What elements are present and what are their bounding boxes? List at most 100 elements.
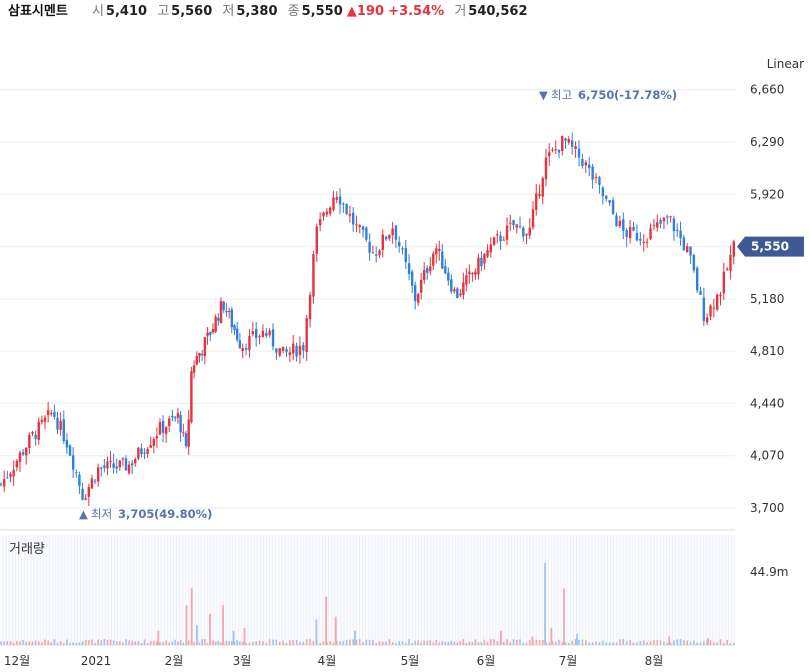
volume-bar — [159, 642, 161, 645]
volume-bar — [726, 639, 728, 645]
candle-body — [0, 483, 3, 485]
volume-bar — [292, 640, 295, 645]
volume-bar — [429, 639, 432, 645]
candle-body — [332, 197, 335, 210]
candle-body — [275, 348, 278, 353]
candle-body — [618, 220, 622, 227]
volume-bar — [305, 639, 308, 645]
current-price-label: 5,550 — [751, 240, 789, 254]
volume-bar — [56, 642, 59, 645]
volume-bar — [125, 639, 127, 645]
volume-bar — [408, 639, 410, 645]
volume-bar — [558, 639, 560, 645]
volume-bar — [193, 642, 195, 645]
candle-body — [719, 294, 722, 297]
low-annotation: ▲ 최저 3,705 (49.80%) — [79, 507, 212, 521]
candle-body — [557, 149, 561, 153]
volume-bar — [716, 642, 718, 645]
candle-body — [531, 209, 535, 228]
candle-body — [489, 244, 492, 253]
volume-bar — [241, 641, 244, 645]
volume-bar — [723, 642, 725, 645]
volume-bar — [140, 642, 143, 645]
candle-body — [394, 225, 398, 240]
candle-body — [118, 460, 122, 468]
volume-bar — [663, 641, 665, 645]
candle-body — [149, 445, 152, 448]
volume-bar — [729, 642, 732, 645]
candle-body — [227, 310, 231, 312]
candle-body — [465, 275, 468, 285]
candle-body — [192, 365, 196, 373]
volume-bar — [59, 641, 62, 645]
volume-bar — [368, 639, 371, 645]
volume-bar — [649, 641, 652, 645]
volume-header-label: 거 — [454, 4, 467, 19]
volume-bar — [438, 642, 441, 645]
volume-bar — [201, 639, 203, 645]
volume-spike-bar — [500, 630, 502, 645]
candle-body — [371, 252, 375, 254]
candle-body — [115, 466, 118, 469]
volume-bar — [78, 642, 81, 645]
volume-bar — [639, 640, 642, 645]
volume-spike-bar — [157, 630, 160, 645]
candle-body — [71, 455, 75, 470]
volume-bar — [423, 640, 426, 645]
volume-bar — [100, 640, 103, 645]
price-grid — [0, 89, 735, 531]
candle-body — [676, 229, 679, 232]
candle-body — [190, 371, 193, 422]
volume-bar — [204, 639, 206, 645]
volume-bar — [574, 639, 577, 645]
candle-body — [203, 337, 207, 357]
candle-body — [645, 241, 649, 243]
candle-body — [328, 207, 332, 214]
candle-body — [318, 219, 322, 226]
volume-bar — [9, 641, 12, 645]
candle-body — [198, 352, 201, 357]
candle-body — [345, 204, 348, 214]
high-annotation-arrow-icon: ▼ — [539, 88, 548, 102]
candle-body — [432, 253, 435, 266]
x-tick-label: 5월 — [401, 654, 420, 668]
volume-bar — [295, 639, 298, 645]
volume-bar — [598, 642, 601, 645]
candle-body — [699, 290, 702, 295]
volume-bar — [391, 642, 394, 645]
volume-bar — [699, 642, 702, 645]
volume-bar — [282, 640, 284, 645]
candle-body — [554, 149, 557, 151]
volume-bar — [646, 642, 648, 645]
volume-bar — [289, 640, 291, 645]
candle-body — [548, 152, 551, 157]
candle-body — [398, 241, 401, 247]
candle-body — [480, 257, 483, 267]
candle-body — [305, 318, 308, 352]
candle-body — [355, 224, 358, 226]
candle-body — [93, 480, 97, 482]
volume-bar — [252, 641, 254, 645]
scale-toggle[interactable]: Linear — [767, 57, 804, 71]
candle-body — [15, 460, 19, 468]
candle-body — [222, 301, 225, 311]
volume-bar — [689, 641, 692, 645]
volume-bar — [75, 642, 78, 645]
low-annotation-arrow-icon: ▲ — [79, 507, 88, 521]
candle-body — [302, 344, 305, 351]
volume-bar — [53, 639, 56, 645]
candle-body — [9, 473, 12, 477]
candle-body — [725, 268, 729, 270]
candle-body — [40, 419, 44, 422]
candle-body — [12, 469, 15, 477]
candle-body — [429, 266, 432, 272]
volume-bar — [541, 639, 544, 645]
volume-bar — [34, 640, 37, 645]
volume-bar — [358, 639, 361, 645]
candle-body — [450, 279, 453, 292]
volume-bar — [545, 641, 547, 645]
volume-bar — [342, 640, 345, 645]
volume-bar — [131, 640, 133, 645]
volume-bar — [632, 642, 635, 645]
